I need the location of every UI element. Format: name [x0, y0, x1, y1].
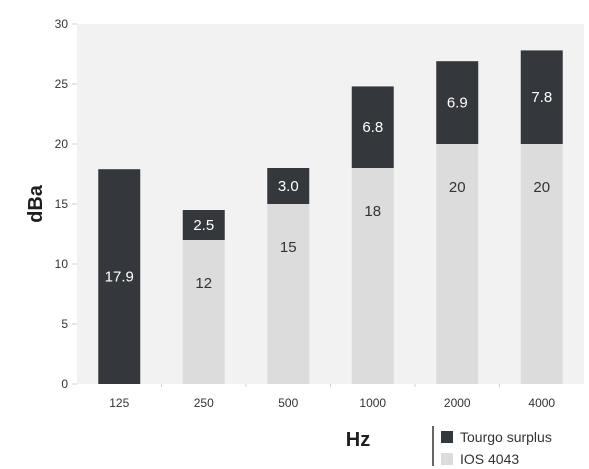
y-tick-label: 0	[61, 377, 68, 391]
bar-ios-4043	[267, 204, 310, 384]
bar-value-label: 6.9	[447, 95, 468, 112]
bar-value-label: 18	[364, 203, 381, 220]
bar-value-label: 15	[280, 239, 297, 256]
bar-tourgo-surplus	[182, 210, 225, 240]
bar-value-label: 2.5	[193, 217, 214, 234]
x-tick-label: 2000	[444, 396, 471, 410]
bar-value-label: 20	[533, 179, 550, 196]
bar-ios-4043	[351, 168, 394, 384]
bar-value-label: 6.8	[362, 119, 383, 136]
x-axis: 125 250 500 1000 2000 4000	[109, 384, 555, 410]
x-tick-label: 1000	[359, 396, 386, 410]
plot-background	[77, 24, 584, 384]
legend-label: IOS 4043	[460, 451, 519, 467]
bar-tourgo-surplus	[98, 169, 141, 384]
bar-value-label: 7.8	[531, 89, 552, 106]
x-tick-label: 500	[278, 396, 298, 410]
y-axis-title: dBa	[25, 184, 47, 223]
bar-tourgo-surplus	[520, 50, 563, 144]
x-axis-title: Hz	[346, 429, 370, 451]
y-axis: 0 5 10 15 20 25 30	[55, 17, 77, 391]
x-tick-label: 125	[109, 396, 129, 410]
bar-tourgo-surplus	[436, 61, 479, 145]
y-tick-label: 25	[55, 77, 69, 91]
bar-ios-4043	[520, 144, 563, 384]
y-tick-label: 15	[55, 197, 69, 211]
y-tick-label: 10	[55, 257, 69, 271]
y-tick-label: 30	[55, 17, 69, 31]
bars: 17.9 12 2.5 15 3.0 18 6.8 20 6.9 20 7.8	[98, 50, 563, 384]
bar-value-label: 20	[449, 179, 466, 196]
legend-swatch	[441, 453, 453, 465]
bar-ios-4043	[182, 240, 225, 384]
bar-ios-4043	[436, 144, 479, 384]
legend: Tourgo surplus IOS 4043	[432, 426, 552, 467]
x-tick-label: 250	[194, 396, 214, 410]
bar-value-label: 3.0	[278, 178, 299, 195]
bar-value-label: 17.9	[105, 269, 134, 286]
bar-tourgo-surplus	[351, 86, 394, 168]
legend-label: Tourgo surplus	[460, 429, 552, 445]
y-tick-label: 20	[55, 137, 69, 151]
bar-tourgo-surplus	[267, 168, 310, 204]
x-tick-label: 4000	[528, 396, 555, 410]
legend-swatch	[441, 431, 453, 443]
y-tick-label: 5	[61, 317, 68, 331]
bar-value-label: 12	[195, 275, 212, 292]
